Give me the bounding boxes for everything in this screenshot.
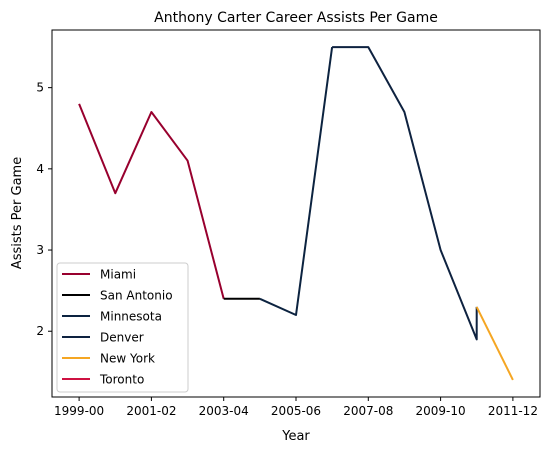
x-axis: 1999-00 2001-02 2003-04 2005-06 2007-08 2009-… [54,397,538,418]
x-tick-label: 1999-00 [54,404,104,418]
series-line-3 [332,46,478,341]
y-axis-label: Assists Per Game [10,157,25,269]
y-axis: 2 3 4 5 [36,81,52,338]
series-line-0 [78,103,225,300]
series-line-2 [259,46,334,316]
series-line-4 [475,306,514,381]
series-layer [78,46,514,381]
legend-label-4: New York [100,352,155,366]
x-tick-label: 2007-08 [343,404,393,418]
x-tick-label: 2003-04 [199,404,249,418]
legend-label-2: Minnesota [100,310,162,324]
x-axis-label: Year [281,429,310,444]
x-tick-label: 2009-10 [416,404,466,418]
legend: Miami San Antonio Minnesota Denver New York T… [56,262,189,393]
y-tick-label: 4 [36,162,44,176]
x-tick-label: 2011-12 [488,404,538,418]
y-tick-label: 5 [36,81,44,95]
y-tick-label: 3 [36,243,44,257]
y-tick-label: 2 [36,324,44,338]
x-tick-label: 2005-06 [271,404,321,418]
legend-label-1: San Antonio [100,289,173,303]
legend-label-3: Denver [100,331,144,345]
legend-label-0: Miami [100,268,136,282]
legend-items: Miami San Antonio Minnesota Denver New York T… [62,268,173,387]
chart-title: Anthony Carter Career Assists Per Game [154,10,438,26]
x-tick-label: 2001-02 [126,404,176,418]
legend-label-5: Toronto [99,373,144,387]
